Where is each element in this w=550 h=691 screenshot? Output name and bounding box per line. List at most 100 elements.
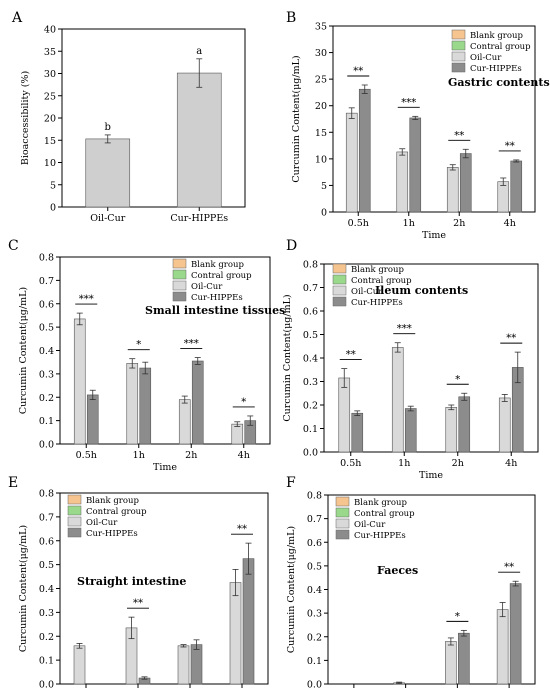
y-tick-label: 0.7 xyxy=(303,283,318,294)
y-tick-label: 0.5 xyxy=(303,330,318,341)
panel-label: A xyxy=(11,10,23,26)
y-tick-label: 5 xyxy=(321,181,327,192)
legend-label: Cur-HIPPEs xyxy=(191,293,243,303)
chart-panel-c: C 0.0 0.1 0.2 0.3 0.4 0.5 0.6 0.7 0.8 Curcumin Con… xyxy=(8,238,285,473)
bar-oil-cur xyxy=(498,397,511,453)
legend-label: Contral group xyxy=(470,42,531,52)
bar-oil-cur xyxy=(73,645,86,685)
panel-annotation: Faeces xyxy=(377,564,418,577)
y-tick-label: 0.2 xyxy=(39,393,54,404)
legend-label: Cur-HIPPEs xyxy=(354,531,406,541)
x-tick-label: Oil-Cur xyxy=(90,213,125,224)
y-tick-label: 0.6 xyxy=(39,299,54,310)
y-tick-label: 20 xyxy=(315,101,327,112)
legend-label: Contral group xyxy=(86,507,147,517)
y-tick-label: 0.3 xyxy=(39,608,54,619)
panel-label: F xyxy=(286,475,296,491)
bar-oil-cur xyxy=(396,151,409,213)
bar-cur-hippes xyxy=(404,408,417,453)
y-tick-label: 0.3 xyxy=(303,377,318,388)
x-tick-label: 1h xyxy=(133,450,145,461)
panel-label: D xyxy=(286,238,297,254)
bar-cur-hippes xyxy=(358,88,371,213)
panel-annotation: Ileum contents xyxy=(375,284,468,297)
legend-swatch xyxy=(451,62,466,73)
bar-oil-cur xyxy=(446,167,459,213)
y-tick-label: 0.3 xyxy=(39,369,54,380)
y-tick-label: 5 xyxy=(50,180,56,191)
y-tick-label: 0.8 xyxy=(307,491,322,502)
bar-oil-cur xyxy=(178,399,191,445)
y-tick-label: 0.2 xyxy=(307,632,322,643)
y-tick-label: 25 xyxy=(315,75,327,86)
legend-label: Blank group xyxy=(86,496,139,506)
y-tick-label: 20 xyxy=(44,114,56,125)
y-tick-label: 25 xyxy=(44,91,56,102)
significance-marker: ** xyxy=(237,524,247,535)
x-tick-label: 4h xyxy=(238,450,250,461)
bar-oil-cur xyxy=(229,582,242,685)
legend-swatch xyxy=(332,296,347,307)
bar-cur-hippes xyxy=(351,412,364,453)
bar-cur-hippes xyxy=(509,583,522,685)
panel-label: C xyxy=(8,238,19,254)
legend-swatch xyxy=(172,258,187,269)
significance-marker: ** xyxy=(505,141,515,152)
legend-label: Cur-HIPPEs xyxy=(470,64,522,74)
x-tick-label: Cur-HIPPEs xyxy=(170,213,228,224)
bar-oil-cur xyxy=(391,347,404,453)
significance-letter: a xyxy=(196,46,202,57)
significance-marker: ** xyxy=(504,562,514,573)
panel-annotation: Small intestine tissues xyxy=(145,304,285,317)
y-tick-label: 35 xyxy=(315,22,327,33)
y-tick-label: 0.1 xyxy=(39,656,54,667)
legend-label: Oil-Cur xyxy=(351,287,383,297)
y-tick-label: 0.1 xyxy=(39,416,54,427)
bar-oil-cur xyxy=(497,181,510,213)
bar-oil-cur xyxy=(338,377,351,453)
legend-swatch xyxy=(332,274,347,285)
bar-oil-cur xyxy=(445,407,458,453)
chart-panel-a: A 0 5 10 15 20 25 30 35 40 Bioaccessibility (%) Oil… xyxy=(11,10,246,224)
legend-label: Contral group xyxy=(351,276,412,286)
bar-oil-cur xyxy=(231,423,244,445)
chart-panel-d: D 0.0 0.1 0.2 0.3 0.4 0.5 0.6 0.7 0.8 Curcumin Con… xyxy=(282,238,539,481)
legend-label: Cur-HIPPEs xyxy=(86,529,138,539)
x-tick-label: 0.5h xyxy=(340,458,361,469)
y-tick-label: 0.1 xyxy=(307,656,322,667)
y-tick-label: 15 xyxy=(315,128,327,139)
legend-swatch xyxy=(335,496,350,507)
x-tick-label: 2h xyxy=(185,450,197,461)
bar-cur-hippes xyxy=(190,644,203,685)
y-tick-label: 0.4 xyxy=(39,346,54,357)
legend-swatch xyxy=(332,263,347,274)
bar-oil-cur xyxy=(177,645,190,685)
y-axis-title: Curcumin Content(μg/mL) xyxy=(282,294,293,421)
significance-marker: ** xyxy=(346,350,356,361)
legend-swatch xyxy=(451,29,466,40)
significance-marker: ** xyxy=(454,130,464,141)
bar-cur-hippes xyxy=(242,558,255,685)
chart-panel-b: B 0 5 10 15 20 25 30 35 Curcumin Content(μg/mL) Ti… xyxy=(286,10,550,241)
legend-swatch xyxy=(67,527,82,538)
x-tick-label: 4h xyxy=(505,458,517,469)
legend-swatch xyxy=(172,269,187,280)
y-tick-label: 35 xyxy=(44,47,56,58)
y-tick-label: 10 xyxy=(315,154,327,165)
panel-annotation: Gastric contents xyxy=(448,76,550,89)
legend-swatch xyxy=(451,40,466,51)
y-tick-label: 40 xyxy=(44,25,56,36)
y-axis-title: Curcumin Content(μg/mL) xyxy=(18,525,29,652)
y-tick-label: 0.5 xyxy=(39,323,54,334)
x-tick-label: 0.5h xyxy=(348,218,369,229)
y-tick-label: 0.6 xyxy=(307,538,322,549)
y-tick-label: 0.0 xyxy=(39,680,54,691)
significance-marker: *** xyxy=(79,294,94,305)
y-tick-label: 0.5 xyxy=(39,560,54,571)
bar-oil-cur xyxy=(345,112,358,213)
y-tick-label: 0.0 xyxy=(307,680,322,691)
x-tick-label: 4h xyxy=(504,218,516,229)
bar-value xyxy=(85,138,131,208)
x-tick-label: 0.5h xyxy=(76,450,97,461)
